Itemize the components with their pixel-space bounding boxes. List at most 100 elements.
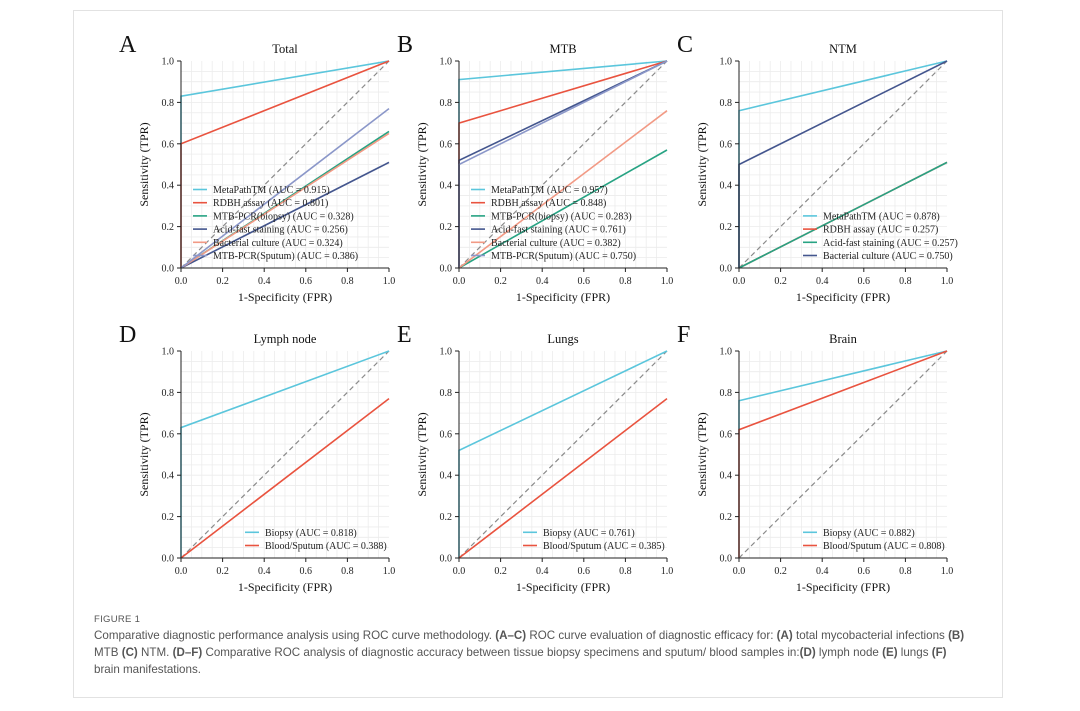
x-tick-label: 1.0 bbox=[383, 276, 396, 287]
legend-entry: MetaPathTM (AUC = 0.878) bbox=[823, 211, 940, 222]
panel-title: Total bbox=[272, 42, 298, 56]
y-axis-label: Sensitivity (TPR) bbox=[695, 122, 709, 206]
x-axis-label: 1-Specificity (FPR) bbox=[516, 290, 610, 304]
roc-curve bbox=[458, 149, 668, 269]
y-tick-label: 0.8 bbox=[720, 98, 733, 109]
panel-letter: D bbox=[119, 322, 136, 348]
y-tick-label: 0.4 bbox=[720, 181, 733, 192]
panel-e: 0.0 0.2 0.4 0.6 0.8 1.0 0.0 0.2 0.4 0.6 0.8 1.0 Lung… bbox=[397, 322, 673, 594]
panel-title: NTM bbox=[829, 42, 857, 56]
y-axis-label: Sensitivity (TPR) bbox=[137, 122, 151, 206]
caption-text: Comparative ROC analysis of diagnostic a… bbox=[202, 646, 800, 659]
legend: Biopsy (AUC = 0.882) Blood/Sputum (AUC = … bbox=[803, 528, 945, 552]
legend-entry: Bacterial culture (AUC = 0.324) bbox=[213, 238, 343, 249]
legend-entry: Acid-fast staining (AUC = 0.761) bbox=[491, 225, 626, 236]
x-tick-label: 0.4 bbox=[258, 566, 271, 577]
x-tick-label: 0.4 bbox=[816, 566, 829, 577]
y-tick-label: 0.4 bbox=[720, 471, 733, 482]
legend-entry: Biopsy (AUC = 0.882) bbox=[823, 528, 915, 539]
caption-text: MTB bbox=[94, 646, 122, 659]
x-tick-label: 0.4 bbox=[816, 276, 829, 287]
y-tick-label: 0.4 bbox=[162, 181, 175, 192]
caption-text: Comparative diagnostic performance analy… bbox=[94, 629, 496, 642]
panel-title: MTB bbox=[549, 42, 576, 56]
legend-entry: Biopsy (AUC = 0.761) bbox=[543, 528, 635, 539]
x-tick-label: 0.4 bbox=[536, 276, 549, 287]
y-tick-label: 0.2 bbox=[162, 222, 175, 233]
legend: Biopsy (AUC = 0.761) Blood/Sputum (AUC = … bbox=[523, 528, 665, 552]
x-tick-label: 0.6 bbox=[578, 566, 591, 577]
y-tick-label: 0.0 bbox=[440, 554, 453, 565]
legend-entry: RDBH assay (AUC = 0.801) bbox=[213, 198, 328, 209]
y-tick-label: 0.6 bbox=[720, 139, 733, 150]
panel-letter: C bbox=[677, 32, 693, 58]
y-tick-label: 0.2 bbox=[720, 222, 733, 233]
y-axis-label: Sensitivity (TPR) bbox=[137, 412, 151, 496]
y-tick-label: 0.6 bbox=[162, 429, 175, 440]
panel-title: Brain bbox=[829, 332, 858, 346]
x-tick-label: 0.4 bbox=[536, 566, 549, 577]
legend: MetaPathTM (AUC = 0.878) RDBH assay (AUC … bbox=[803, 211, 958, 262]
y-tick-label: 1.0 bbox=[162, 57, 175, 68]
x-tick-label: 0.2 bbox=[216, 566, 229, 577]
x-tick-label: 0.4 bbox=[258, 276, 271, 287]
panel-title: Lungs bbox=[547, 332, 578, 346]
x-tick-label: 0.0 bbox=[175, 566, 188, 577]
x-tick-label: 0.2 bbox=[774, 276, 787, 287]
roc-curve bbox=[458, 110, 668, 269]
x-tick-label: 0.8 bbox=[899, 276, 912, 287]
y-tick-label: 0.4 bbox=[162, 471, 175, 482]
roc-curve bbox=[180, 132, 390, 269]
y-tick-label: 0.6 bbox=[440, 139, 453, 150]
panel-letter: E bbox=[397, 322, 412, 348]
figure-caption: Comparative diagnostic performance analy… bbox=[94, 627, 974, 678]
caption-text: total mycobacterial infections bbox=[792, 629, 949, 642]
legend: MetaPathTM (AUC = 0.915) RDBH assay (AUC … bbox=[193, 185, 358, 262]
y-tick-label: 0.8 bbox=[440, 388, 453, 399]
panel-title: Lymph node bbox=[254, 332, 317, 346]
roc-curve bbox=[180, 107, 390, 269]
legend-entry: MTB-PCR(Sputum) (AUC = 0.386) bbox=[213, 251, 358, 262]
legend-entry: Bacterial culture (AUC = 0.382) bbox=[491, 238, 621, 249]
roc-curve bbox=[738, 161, 948, 269]
panel-d: 0.0 0.2 0.4 0.6 0.8 1.0 0.0 0.2 0.4 0.6 0.8 1.0 Lymp… bbox=[119, 322, 395, 594]
x-tick-label: 0.6 bbox=[578, 276, 591, 287]
x-tick-label: 1.0 bbox=[941, 276, 954, 287]
y-tick-label: 1.0 bbox=[720, 347, 733, 358]
x-tick-label: 0.8 bbox=[619, 276, 632, 287]
y-tick-label: 0.6 bbox=[720, 429, 733, 440]
y-tick-label: 1.0 bbox=[720, 57, 733, 68]
legend-entry: MTB-PCR(biopsy) (AUC = 0.328) bbox=[213, 211, 354, 222]
panel-letter: F bbox=[677, 322, 690, 348]
x-tick-label: 1.0 bbox=[661, 566, 674, 577]
caption-text: ROC curve evaluation of diagnostic effic… bbox=[526, 629, 777, 642]
legend-entry: Blood/Sputum (AUC = 0.388) bbox=[265, 541, 387, 552]
caption-text: lymph node bbox=[815, 646, 883, 659]
x-tick-label: 0.2 bbox=[216, 276, 229, 287]
x-tick-label: 0.8 bbox=[341, 276, 354, 287]
panel-f: 0.0 0.2 0.4 0.6 0.8 1.0 0.0 0.2 0.4 0.6 0.8 1.0 Brai… bbox=[677, 322, 953, 594]
y-tick-label: 0.4 bbox=[440, 181, 453, 192]
x-tick-label: 0.0 bbox=[453, 566, 466, 577]
legend-entry: RDBH assay (AUC = 0.257) bbox=[823, 225, 938, 236]
caption-text: NTM. bbox=[137, 646, 173, 659]
x-tick-label: 0.8 bbox=[619, 566, 632, 577]
y-tick-label: 1.0 bbox=[440, 57, 453, 68]
x-tick-label: 1.0 bbox=[661, 276, 674, 287]
legend-entry: MTB-PCR(Sputum) (AUC = 0.750) bbox=[491, 251, 636, 262]
reference-diagonal bbox=[738, 60, 948, 269]
y-tick-label: 0.8 bbox=[440, 98, 453, 109]
roc-curve bbox=[180, 397, 390, 559]
caption-panel-ref: (D) bbox=[799, 646, 816, 659]
x-axis-label: 1-Specificity (FPR) bbox=[238, 290, 332, 304]
y-axis-label: Sensitivity (TPR) bbox=[415, 412, 429, 496]
x-tick-label: 0.0 bbox=[175, 276, 188, 287]
caption-panel-ref: (A–C) bbox=[495, 629, 527, 642]
legend: MetaPathTM (AUC = 0.957) RDBH assay (AUC … bbox=[471, 185, 636, 262]
reference-diagonal bbox=[458, 60, 668, 269]
x-tick-label: 0.2 bbox=[774, 566, 787, 577]
y-tick-label: 0.2 bbox=[440, 222, 453, 233]
caption-text: lungs bbox=[897, 646, 932, 659]
y-tick-label: 0.0 bbox=[162, 264, 175, 275]
legend-entry: Acid-fast staining (AUC = 0.257) bbox=[823, 238, 958, 249]
